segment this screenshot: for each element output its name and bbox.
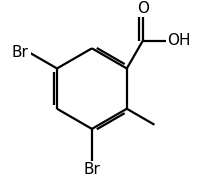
- Text: Br: Br: [11, 45, 28, 60]
- Text: O: O: [137, 1, 149, 16]
- Text: Br: Br: [83, 162, 100, 177]
- Text: OH: OH: [167, 33, 191, 48]
